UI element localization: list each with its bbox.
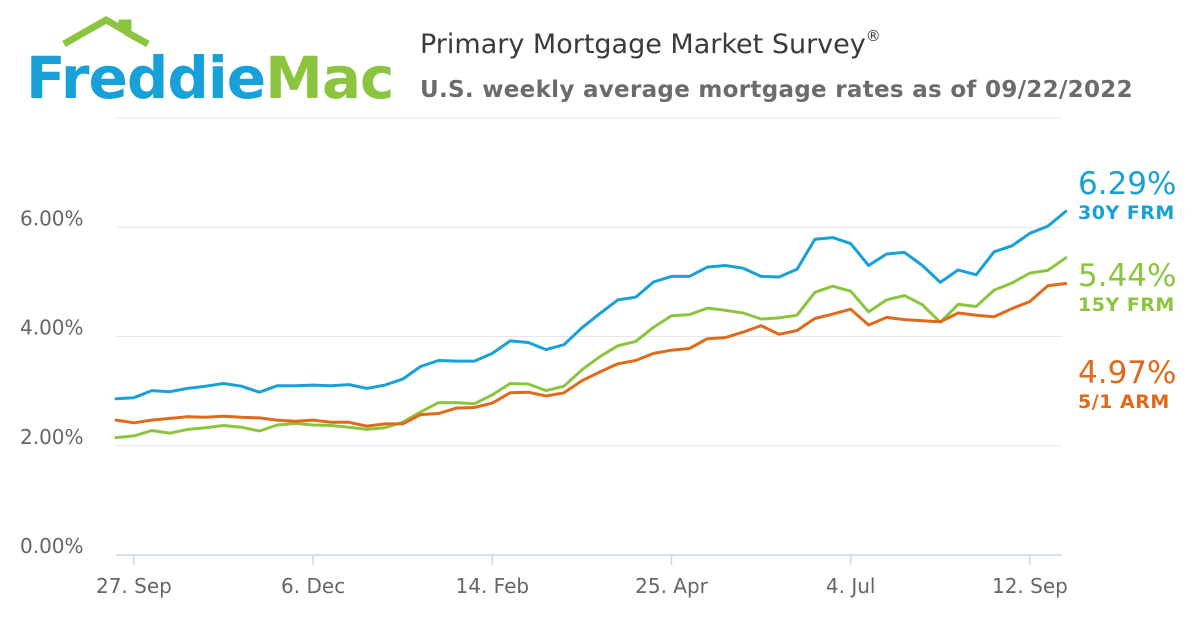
series-line-5-1-arm: [114, 282, 1068, 428]
logo-word-freddie: Freddie: [26, 44, 265, 112]
x-tick-label: 4. Jul: [826, 574, 876, 598]
gridlines: [116, 117, 1062, 447]
x-axis: [116, 554, 1062, 565]
x-tick-label: 27. Sep: [96, 574, 172, 598]
freddie-mac-logo: FreddieMac: [26, 15, 394, 112]
x-tick-label: 14. Feb: [456, 574, 530, 598]
legend-15y-value: 5.44%: [1078, 258, 1177, 294]
legend-arm-name: 5/1 ARM: [1078, 391, 1170, 413]
chart-title-text: Primary Mortgage Market Survey: [420, 29, 866, 60]
x-tick-label: 12. Sep: [992, 574, 1068, 598]
y-tick-label: 4.00%: [20, 316, 84, 340]
y-tick-label: 2.00%: [20, 425, 84, 449]
legend-15y-name: 15Y FRM: [1078, 294, 1175, 316]
legend-5-1-arm: 4.97% 5/1 ARM: [1078, 355, 1176, 413]
y-tick-label: 6.00%: [20, 206, 84, 230]
logo-word-mac: Mac: [265, 44, 393, 112]
series-lines: [114, 209, 1068, 440]
logo-wordmark: FreddieMac: [26, 44, 393, 112]
x-tick-label: 25. Apr: [635, 574, 709, 598]
chart-subtitle: U.S. weekly average mortgage rates as of…: [420, 77, 1133, 103]
y-axis-labels: 0.00% 2.00% 4.00% 6.00%: [20, 206, 84, 558]
y-tick-label: 0.00%: [20, 534, 84, 558]
legend-30y-frm: 6.29% 30Y FRM: [1078, 166, 1176, 224]
legend-15y-frm: 5.44% 15Y FRM: [1078, 258, 1176, 316]
logo-roof-icon: [62, 15, 150, 48]
registered-mark: ®: [865, 27, 881, 45]
legend-30y-name: 30Y FRM: [1078, 202, 1175, 224]
series-line-15y-frm: [114, 256, 1068, 440]
series-line-30y-frm: [114, 209, 1068, 401]
legend-30y-value: 6.29%: [1078, 166, 1177, 202]
x-tick-label: 6. Dec: [281, 574, 345, 598]
legend-arm-value: 4.97%: [1078, 355, 1177, 391]
x-axis-labels: 27. Sep 6. Dec 14. Feb 25. Apr 4. Jul 12. Sep: [96, 574, 1068, 598]
chart-title: Primary Mortgage Market Survey®: [420, 27, 881, 60]
